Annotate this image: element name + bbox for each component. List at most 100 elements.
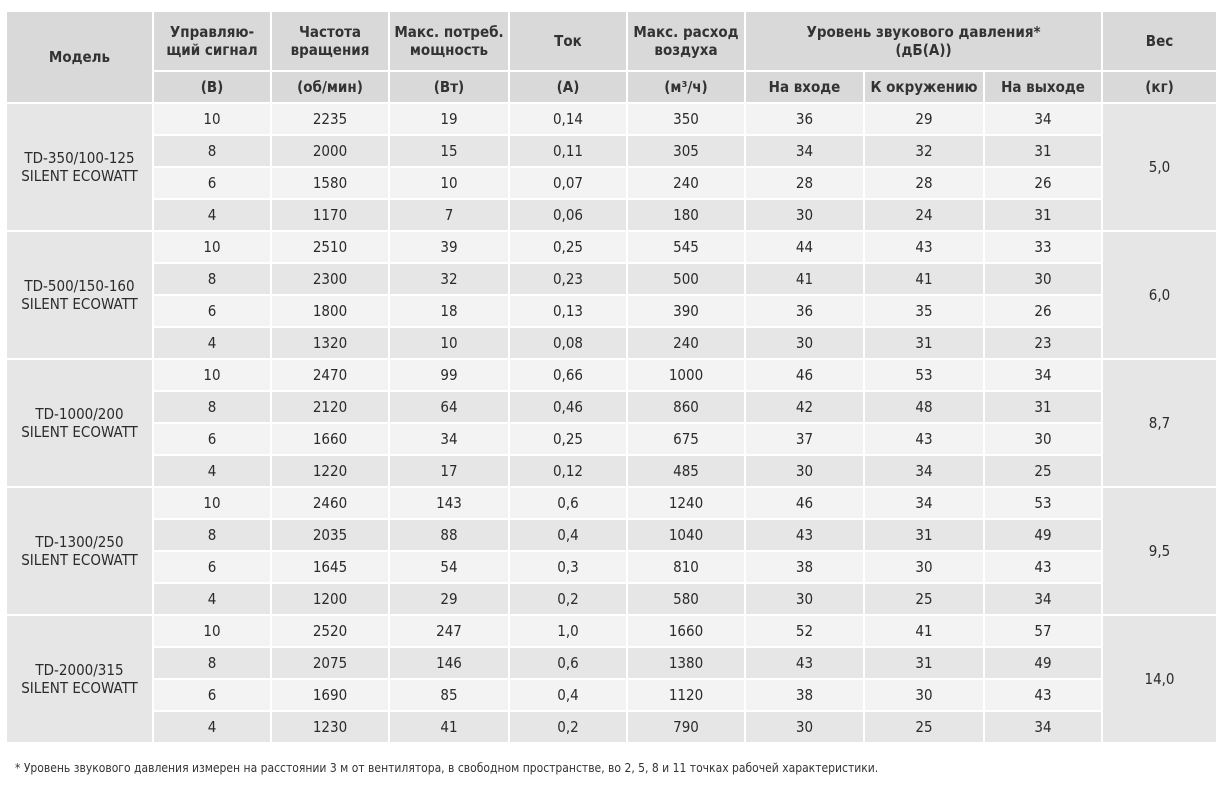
airflow-cell: 305 <box>626 134 746 168</box>
speed-cell: 2075 <box>270 646 390 680</box>
airflow-cell: 545 <box>626 230 746 264</box>
speed-cell: 1230 <box>270 710 390 744</box>
sound-out-cell: 49 <box>982 518 1104 552</box>
sound-in-cell: 42 <box>744 390 865 424</box>
airflow-cell: 790 <box>626 710 746 744</box>
current-cell: 0,2 <box>508 582 628 616</box>
header-sound: Уровень звукового давления* (дБ(А)) <box>743 10 1104 72</box>
header-current-unit: (А) <box>508 70 628 104</box>
weight-cell: 6,0 <box>1101 230 1219 360</box>
airflow-cell: 810 <box>626 550 746 584</box>
power-cell: 29 <box>388 582 510 616</box>
speed-cell: 2035 <box>270 518 390 552</box>
airflow-cell: 1660 <box>626 614 746 648</box>
sound-in-cell: 38 <box>744 550 865 584</box>
power-cell: 17 <box>388 454 510 488</box>
sound-in-cell: 34 <box>744 134 865 168</box>
sound-in-cell: 43 <box>744 646 865 680</box>
sound-in-cell: 30 <box>744 198 865 232</box>
sound-in-cell: 38 <box>744 678 865 712</box>
speed-cell: 1800 <box>270 294 390 328</box>
header-sound-in: На входе <box>744 70 865 104</box>
speed-cell: 2235 <box>270 102 390 136</box>
header-signal-unit: (В) <box>152 70 272 104</box>
speed-cell: 2460 <box>270 486 390 520</box>
signal-cell: 8 <box>152 134 272 168</box>
header-weight: Вес <box>1101 10 1219 72</box>
sound-env-cell: 32 <box>863 134 985 168</box>
sound-env-cell: 41 <box>863 262 985 296</box>
current-cell: 0,11 <box>508 134 628 168</box>
current-cell: 0,2 <box>508 710 628 744</box>
sound-in-cell: 41 <box>744 262 865 296</box>
model-name-line: SILENT ECOWATT <box>21 551 138 569</box>
table-row: 6 1645 54 0,3 810 38 30 43 <box>6 550 1217 584</box>
sound-env-cell: 43 <box>863 422 985 456</box>
signal-cell: 10 <box>152 102 272 136</box>
header-signal: Управляю-щий сигнал <box>152 10 272 72</box>
sound-in-cell: 52 <box>744 614 865 648</box>
signal-cell: 6 <box>152 678 272 712</box>
sound-in-cell: 30 <box>744 326 865 360</box>
power-cell: 39 <box>388 230 510 264</box>
airflow-cell: 1040 <box>626 518 746 552</box>
current-cell: 0,07 <box>508 166 628 200</box>
weight-cell: 9,5 <box>1101 486 1219 616</box>
airflow-cell: 180 <box>626 198 746 232</box>
airflow-cell: 1000 <box>626 358 746 392</box>
sound-out-cell: 34 <box>982 358 1104 392</box>
airflow-cell: 1380 <box>626 646 746 680</box>
sound-env-cell: 48 <box>863 390 985 424</box>
table-row: TD-350/100-125 SILENT ECOWATT 10 2235 19 0,14… <box>5 102 1219 232</box>
current-cell: 1,0 <box>508 614 628 648</box>
sound-in-cell: 44 <box>744 230 865 264</box>
signal-cell: 4 <box>152 582 272 616</box>
current-cell: 0,25 <box>508 422 628 456</box>
current-cell: 0,25 <box>508 230 628 264</box>
current-cell: 0,23 <box>508 262 628 296</box>
sound-out-cell: 26 <box>982 294 1104 328</box>
table-row: TD-500/150-160 SILENT ECOWATT 10 2510 39 0,25… <box>5 230 1219 360</box>
signal-cell: 8 <box>152 390 272 424</box>
sound-in-cell: 46 <box>744 358 865 392</box>
signal-cell: 8 <box>152 262 272 296</box>
model-name-line: SILENT ECOWATT <box>21 295 138 313</box>
power-cell: 32 <box>388 262 510 296</box>
current-cell: 0,66 <box>508 358 628 392</box>
current-cell: 0,6 <box>508 646 628 680</box>
power-cell: 10 <box>388 166 510 200</box>
speed-cell: 2470 <box>270 358 390 392</box>
table-body: TD-350/100-125 SILENT ECOWATT 10 2235 19 0,14… <box>5 102 1219 744</box>
table-row: 4 1320 10 0,08 240 30 31 23 <box>6 326 1217 360</box>
header-weight-unit: (кг) <box>1101 70 1219 104</box>
power-cell: 247 <box>388 614 510 648</box>
sound-out-cell: 23 <box>982 326 1104 360</box>
airflow-cell: 500 <box>626 262 746 296</box>
signal-cell: 8 <box>152 646 272 680</box>
header-model: Модель <box>5 10 154 104</box>
sound-in-cell: 46 <box>744 486 865 520</box>
power-cell: 41 <box>388 710 510 744</box>
sound-out-cell: 30 <box>982 422 1104 456</box>
power-cell: 64 <box>388 390 510 424</box>
sound-env-cell: 35 <box>863 294 985 328</box>
sound-env-cell: 30 <box>863 550 985 584</box>
spec-table: Модель Управляю-щий сигнал Частота вращен… <box>5 10 1219 744</box>
sound-out-cell: 30 <box>982 262 1104 296</box>
sound-out-cell: 34 <box>982 710 1104 744</box>
power-cell: 85 <box>388 678 510 712</box>
sound-in-cell: 30 <box>744 454 865 488</box>
sound-env-cell: 34 <box>863 486 985 520</box>
table-row: 8 2075 146 0,6 1380 43 31 49 <box>6 646 1217 680</box>
airflow-cell: 390 <box>626 294 746 328</box>
sound-out-cell: 43 <box>982 550 1104 584</box>
power-cell: 15 <box>388 134 510 168</box>
model-name-line: TD-1300/250 <box>35 533 124 551</box>
sound-in-cell: 43 <box>744 518 865 552</box>
airflow-cell: 675 <box>626 422 746 456</box>
signal-cell: 4 <box>152 326 272 360</box>
signal-cell: 10 <box>152 358 272 392</box>
signal-cell: 8 <box>152 518 272 552</box>
model-name: TD-2000/315 SILENT ECOWATT <box>5 614 154 744</box>
sound-out-cell: 33 <box>982 230 1104 264</box>
